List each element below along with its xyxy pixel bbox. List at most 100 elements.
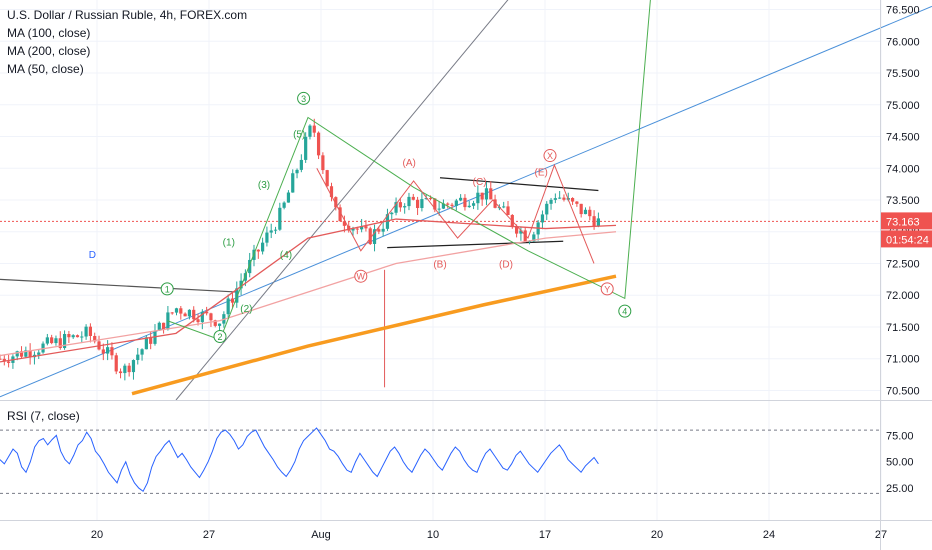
candle-body	[161, 322, 166, 330]
price-tick-label: 74.500	[886, 132, 920, 144]
candle-body	[62, 333, 67, 349]
green-wave-label: (1)	[223, 237, 235, 248]
countdown-value: 01:54:24	[886, 234, 929, 246]
candle-body	[217, 323, 222, 326]
candle-body	[230, 298, 235, 303]
candle-body	[329, 186, 334, 198]
last-price-badge	[881, 212, 932, 230]
price-tick-label: 75.500	[886, 68, 920, 80]
candle-body	[467, 205, 471, 208]
candle-body	[144, 337, 148, 350]
candle-body	[110, 347, 114, 356]
time-tick-label: Aug	[311, 529, 331, 541]
blue-mark-label: D	[89, 250, 96, 261]
candle-body	[37, 352, 41, 355]
ma-100-label: MA (100, close)	[7, 26, 91, 40]
candle-body	[248, 259, 252, 274]
candle-body	[570, 198, 575, 202]
price-tick-label: 72.500	[886, 258, 920, 270]
red-wave-label: (D)	[499, 259, 513, 270]
candle-body	[200, 311, 204, 323]
last-price-value: 73.163	[886, 216, 920, 228]
candle-body	[545, 203, 549, 215]
candle-body	[415, 199, 420, 208]
candle-body	[583, 209, 588, 215]
candle-body	[149, 337, 153, 344]
candle-body	[265, 232, 269, 243]
green-wave-label-circle	[297, 91, 311, 105]
rsi-label: RSI (7, close)	[7, 409, 80, 423]
green-wave-label-circle	[213, 330, 227, 344]
candle-body	[549, 199, 553, 204]
candle-body	[515, 226, 519, 234]
red-wave-path	[316, 163, 595, 264]
candle-body	[316, 132, 321, 156]
green-wave-label: 3	[301, 94, 306, 104]
candle-body	[88, 326, 93, 337]
candle-body	[325, 170, 329, 187]
candle-body	[437, 208, 441, 210]
candle-body	[308, 125, 312, 137]
candle-body	[278, 207, 282, 230]
candle-body	[398, 202, 402, 208]
candle-body	[562, 197, 566, 200]
candle-body	[446, 203, 450, 205]
green-wave-label: (4)	[280, 250, 292, 261]
red-wave-label: X	[547, 151, 553, 161]
candle-body	[291, 173, 295, 193]
candle-body	[295, 169, 299, 174]
price-tick-label: 76.500	[886, 5, 920, 17]
black-resistance-line	[0, 278, 238, 293]
green-wave-label-circle	[160, 282, 174, 296]
candle-body	[553, 198, 557, 200]
candle-body	[282, 202, 286, 208]
candle-body	[213, 320, 217, 326]
candle-body	[261, 242, 265, 252]
countdown-badge	[881, 230, 932, 248]
candle-body	[0, 358, 2, 360]
candle-body	[187, 309, 192, 317]
candle-body	[433, 198, 437, 210]
price-tick-label: 76.000	[886, 36, 920, 48]
green-wave-label: 2	[217, 332, 222, 342]
candle-body	[463, 197, 467, 208]
candle-body	[101, 349, 105, 354]
rsi-pane[interactable]	[0, 427, 880, 494]
candle-body	[321, 155, 325, 171]
ma-line	[131, 274, 617, 396]
candle-body	[67, 333, 71, 338]
candle-body	[24, 350, 28, 357]
candle-body	[312, 125, 316, 133]
candle-body	[157, 322, 161, 331]
candle-body	[50, 337, 54, 344]
candle-body	[7, 361, 11, 363]
candle-body	[286, 192, 291, 203]
candle-body	[45, 337, 49, 344]
price-pane[interactable]: 1 2 3 4 (1) (2) (3) (4) (5) W X Y (A) (B) (C) (D) (E) D	[0, 0, 932, 401]
price-tick-label: 72.000	[886, 290, 920, 302]
price-tick-label: 73.500	[886, 195, 920, 207]
candle-body	[532, 234, 536, 242]
candle-body	[235, 288, 239, 303]
grid	[0, 0, 882, 520]
candle-body	[360, 226, 364, 230]
candle-body	[2, 358, 6, 362]
candle-body	[428, 198, 433, 200]
candle-body	[84, 326, 88, 337]
candle-body	[170, 312, 174, 314]
candle-body	[506, 206, 510, 216]
candle-body	[140, 349, 144, 355]
candle-body	[372, 229, 377, 244]
candle-body	[403, 206, 407, 208]
candle-body	[523, 230, 527, 242]
candle-body	[364, 226, 368, 229]
price-tick-label: 75.000	[886, 100, 920, 112]
candle-body	[28, 350, 32, 358]
candle-body	[540, 214, 545, 223]
red-wave-label-circle	[600, 282, 614, 296]
candle-body	[493, 199, 497, 208]
candle-body	[420, 199, 424, 208]
candle-body	[192, 309, 196, 320]
